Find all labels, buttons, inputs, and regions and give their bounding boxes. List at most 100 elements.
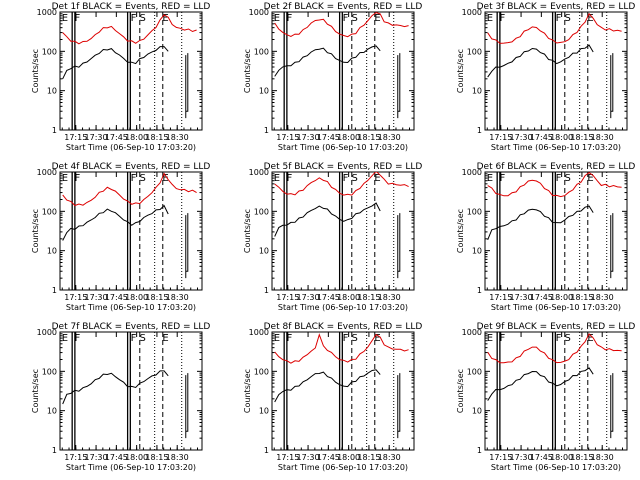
event-marker-label: E bbox=[587, 13, 593, 24]
series-segment-events bbox=[397, 373, 401, 439]
event-marker-label: E bbox=[487, 13, 493, 24]
event-marker-label: E bbox=[274, 173, 280, 184]
y-tick-label: 1 bbox=[52, 286, 57, 295]
y-axis-label: Counts/sec bbox=[31, 369, 40, 413]
event-marker-label: F bbox=[287, 333, 293, 344]
y-axis-label: Counts/sec bbox=[31, 209, 40, 253]
x-tick-label: 17:15 bbox=[276, 453, 299, 462]
panel-4: Det 4f BLACK = Events, RED = LLD 1 10 100 10… bbox=[31, 162, 210, 312]
x-tick-label: 18:00 bbox=[337, 133, 360, 142]
x-tick-label: 17:30 bbox=[297, 453, 320, 462]
x-tick-label: 17:30 bbox=[297, 133, 320, 142]
series-line-events bbox=[62, 370, 169, 405]
event-marker-label: E bbox=[374, 13, 380, 24]
event-marker-label: S bbox=[351, 173, 357, 184]
x-tick-label: 17:30 bbox=[297, 293, 320, 302]
y-tick-label: 1000 bbox=[37, 8, 57, 17]
x-tick-label: 17:30 bbox=[85, 293, 108, 302]
x-tick-label: 18:00 bbox=[550, 453, 573, 462]
x-tick-label: 17:30 bbox=[85, 133, 108, 142]
y-tick-label: 100 bbox=[467, 47, 482, 56]
event-marker-label: S bbox=[564, 173, 570, 184]
x-axis-label: Start Time (06-Sep-10 17:03:20) bbox=[66, 463, 196, 472]
event-marker-label: E bbox=[487, 173, 493, 184]
event-marker-label: E bbox=[62, 173, 68, 184]
y-tick-label: 10 bbox=[472, 87, 482, 96]
x-tick-label: 18:00 bbox=[337, 293, 360, 302]
series-segment-events bbox=[397, 213, 401, 279]
series-line-events bbox=[487, 44, 594, 78]
x-tick-label: 18:15 bbox=[570, 133, 593, 142]
event-marker-label: E bbox=[587, 333, 593, 344]
y-tick-label: 10 bbox=[472, 407, 482, 416]
series-line-lld bbox=[274, 12, 409, 38]
series-line-events bbox=[62, 46, 169, 80]
x-tick-label: 17:30 bbox=[85, 453, 108, 462]
event-marker-label: E bbox=[162, 173, 168, 184]
panel-title: Det 7f BLACK = Events, RED = LLD bbox=[52, 322, 211, 332]
x-tick-label: 17:15 bbox=[64, 453, 87, 462]
series-segment-events bbox=[185, 53, 189, 119]
x-tick-label: 18:00 bbox=[337, 453, 360, 462]
x-tick-label: 18:00 bbox=[125, 133, 148, 142]
y-tick-label: 100 bbox=[467, 367, 482, 376]
x-tick-label: 17:45 bbox=[105, 453, 128, 462]
x-tick-label: 18:15 bbox=[357, 293, 380, 302]
event-marker-label: F bbox=[343, 333, 349, 344]
x-tick-label: 17:30 bbox=[510, 453, 533, 462]
event-marker-label: E bbox=[374, 333, 380, 344]
event-marker-label: F bbox=[500, 13, 506, 24]
y-tick-label: 1 bbox=[477, 126, 482, 135]
event-marker-label: F bbox=[500, 333, 506, 344]
y-tick-label: 100 bbox=[42, 367, 57, 376]
axes-frame bbox=[271, 171, 415, 291]
panel-title: Det 3f BLACK = Events, RED = LLD bbox=[477, 2, 636, 12]
series-line-lld bbox=[274, 172, 409, 196]
x-axis-label: Start Time (06-Sep-10 17:03:20) bbox=[278, 463, 408, 472]
axes-frame bbox=[484, 11, 628, 131]
x-tick-label: 18:30 bbox=[166, 133, 189, 142]
series-segment-events bbox=[397, 53, 401, 119]
x-tick-label: 18:15 bbox=[570, 293, 593, 302]
y-tick-label: 100 bbox=[42, 207, 57, 216]
x-tick-label: 18:30 bbox=[166, 453, 189, 462]
panel-title: Det 1f BLACK = Events, RED = LLD bbox=[52, 2, 211, 12]
y-tick-label: 100 bbox=[254, 47, 269, 56]
x-tick-label: 17:30 bbox=[510, 293, 533, 302]
y-tick-label: 100 bbox=[254, 207, 269, 216]
x-tick-label: 17:45 bbox=[317, 453, 340, 462]
event-marker-label: S bbox=[139, 173, 145, 184]
event-marker-label: F bbox=[556, 333, 562, 344]
event-marker-label: S bbox=[564, 13, 570, 24]
y-tick-label: 10 bbox=[47, 247, 57, 256]
event-marker-label: F bbox=[287, 13, 293, 24]
y-tick-label: 1 bbox=[477, 286, 482, 295]
x-tick-label: 18:15 bbox=[145, 453, 168, 462]
panel-title: Det 8f BLACK = Events, RED = LLD bbox=[264, 322, 423, 332]
series-line-lld bbox=[487, 333, 622, 364]
x-tick-label: 17:15 bbox=[276, 293, 299, 302]
x-tick-label: 18:15 bbox=[145, 293, 168, 302]
y-tick-label: 1 bbox=[264, 126, 269, 135]
x-tick-label: 18:30 bbox=[378, 453, 401, 462]
event-marker-label: S bbox=[351, 13, 357, 24]
event-marker-label: F bbox=[131, 13, 137, 24]
x-tick-label: 18:30 bbox=[166, 293, 189, 302]
y-tick-label: 1000 bbox=[37, 168, 57, 177]
x-tick-label: 18:30 bbox=[591, 293, 614, 302]
panel-2: Det 2f BLACK = Events, RED = LLD 1 10 100 10… bbox=[243, 2, 422, 152]
panel-title: Det 4f BLACK = Events, RED = LLD bbox=[52, 162, 211, 172]
event-marker-label: E bbox=[374, 173, 380, 184]
axes-frame bbox=[271, 331, 415, 451]
series-segment-events bbox=[610, 213, 614, 279]
event-marker-label: F bbox=[75, 333, 81, 344]
event-marker-label: E bbox=[62, 333, 68, 344]
x-tick-label: 17:15 bbox=[489, 453, 512, 462]
x-tick-label: 17:15 bbox=[64, 293, 87, 302]
x-axis-label: Start Time (06-Sep-10 17:03:20) bbox=[66, 143, 196, 152]
event-marker-label: E bbox=[162, 13, 168, 24]
event-marker-label: F bbox=[75, 13, 81, 24]
panel-9: Det 9f BLACK = Events, RED = LLD 1 10 100 10… bbox=[456, 322, 635, 472]
x-tick-label: 17:45 bbox=[530, 293, 553, 302]
